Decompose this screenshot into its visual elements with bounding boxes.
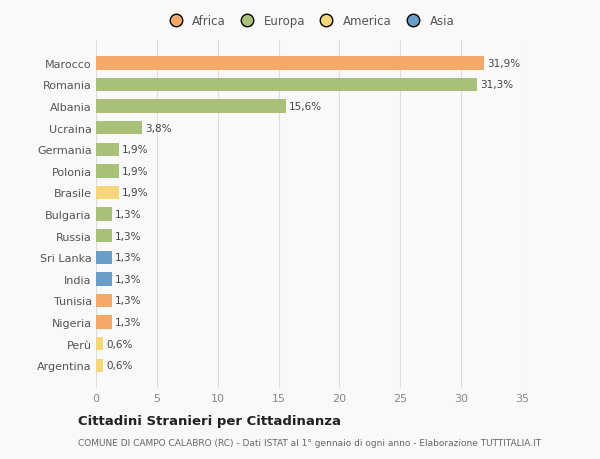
Bar — [96, 78, 477, 92]
Text: COMUNE DI CAMPO CALABRO (RC) - Dati ISTAT al 1° gennaio di ogni anno - Elaborazi: COMUNE DI CAMPO CALABRO (RC) - Dati ISTA… — [78, 438, 541, 447]
Text: 1,9%: 1,9% — [122, 167, 149, 176]
Bar — [96, 122, 142, 135]
Text: 0,6%: 0,6% — [106, 339, 133, 349]
Text: 1,3%: 1,3% — [115, 274, 142, 284]
Bar — [96, 273, 112, 286]
Text: 0,6%: 0,6% — [106, 360, 133, 370]
Bar — [96, 100, 286, 113]
Text: 1,9%: 1,9% — [122, 188, 149, 198]
Text: 1,3%: 1,3% — [115, 210, 142, 219]
Text: 1,3%: 1,3% — [115, 253, 142, 263]
Bar — [96, 230, 112, 243]
Bar — [96, 337, 103, 351]
Text: 1,3%: 1,3% — [115, 296, 142, 306]
Bar — [96, 186, 119, 200]
Text: 1,3%: 1,3% — [115, 231, 142, 241]
Bar — [96, 316, 112, 329]
Bar — [96, 294, 112, 308]
Text: 1,3%: 1,3% — [115, 317, 142, 327]
Text: 3,8%: 3,8% — [145, 123, 172, 134]
Bar — [96, 208, 112, 221]
Bar — [96, 165, 119, 178]
Text: Cittadini Stranieri per Cittadinanza: Cittadini Stranieri per Cittadinanza — [78, 414, 341, 428]
Text: 31,9%: 31,9% — [487, 59, 520, 69]
Text: 15,6%: 15,6% — [289, 102, 322, 112]
Text: 31,3%: 31,3% — [480, 80, 513, 90]
Bar — [96, 143, 119, 157]
Text: 1,9%: 1,9% — [122, 145, 149, 155]
Bar — [96, 57, 484, 70]
Legend: Africa, Europa, America, Asia: Africa, Europa, America, Asia — [161, 12, 457, 30]
Bar — [96, 359, 103, 372]
Bar — [96, 251, 112, 264]
